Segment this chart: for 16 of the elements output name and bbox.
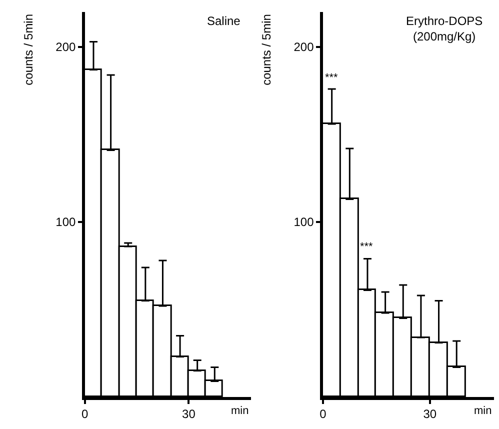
x-tick-label: 0 xyxy=(320,407,327,422)
chart-title: Saline xyxy=(207,14,241,28)
y-axis-title: counts / 5min xyxy=(21,14,36,86)
y-tick-label: 100 xyxy=(56,215,76,230)
y-tick-label: 100 xyxy=(294,215,314,230)
x-axis-title: min xyxy=(474,405,492,417)
annotation: *** xyxy=(325,72,339,84)
x-tick-label: 0 xyxy=(81,407,88,422)
x-axis-title: min xyxy=(231,405,249,417)
y-axis-title: counts / 5min xyxy=(259,14,274,86)
x-tick-label: 30 xyxy=(182,407,196,422)
y-tick-label: 200 xyxy=(56,40,76,54)
y-tick-label: 200 xyxy=(294,40,314,54)
annotation: *** xyxy=(360,241,374,253)
x-tick-label: 30 xyxy=(423,407,437,422)
text: Erythro-DOPS (200mg/Kg) xyxy=(406,14,483,44)
